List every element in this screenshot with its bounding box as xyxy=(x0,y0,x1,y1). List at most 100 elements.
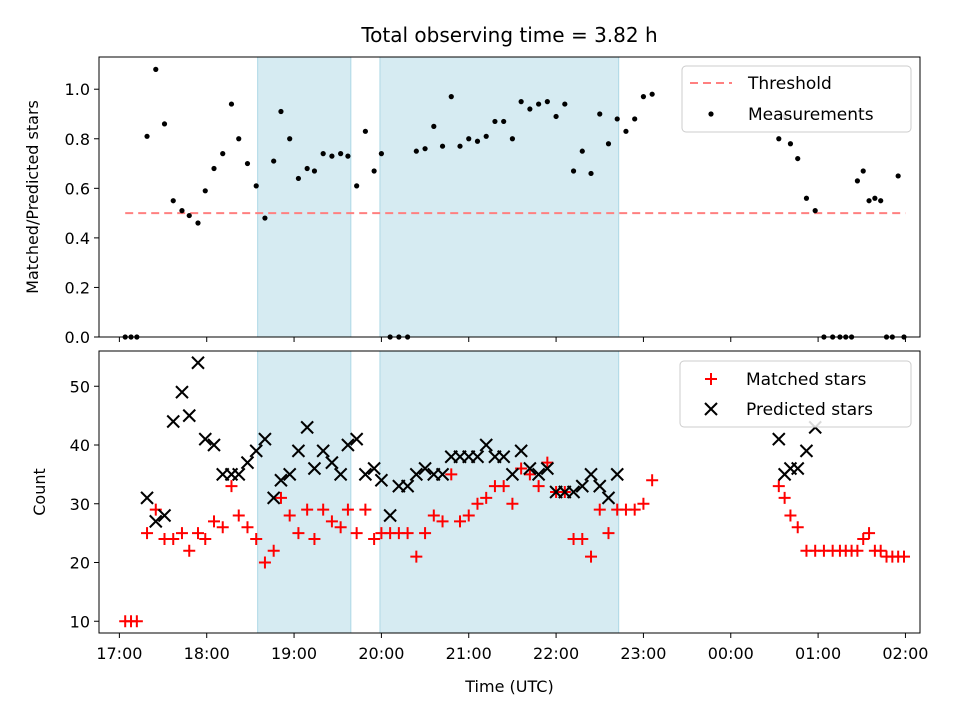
shaded-span-1 xyxy=(257,350,352,634)
measurement-point xyxy=(431,123,437,129)
matched-star-point xyxy=(207,515,220,528)
count-legend-box xyxy=(679,360,912,428)
measurement-point xyxy=(253,183,259,189)
measurement-point xyxy=(509,136,516,142)
predicted-star-stroke xyxy=(240,455,255,470)
x-tick-label: 02:00 xyxy=(882,644,928,663)
predicted-star-stroke xyxy=(470,450,485,464)
matched-star-point xyxy=(241,521,254,534)
matched-star-point xyxy=(232,509,245,522)
y-tick-label: 0.8 xyxy=(65,130,90,149)
measurement-point xyxy=(527,106,533,112)
predicted-star-point xyxy=(374,473,389,487)
predicted-star-stroke xyxy=(799,444,814,458)
matched-star-point xyxy=(576,533,589,545)
matched-star-point xyxy=(628,503,641,516)
matched-star-point xyxy=(183,544,196,557)
measurement-point xyxy=(474,138,481,144)
measurement-point xyxy=(236,136,242,142)
measurement-point xyxy=(632,116,638,122)
matched-star-point xyxy=(301,503,314,516)
legend-predicted-swatch xyxy=(704,402,718,416)
ratio-series xyxy=(122,66,907,340)
matched-star-point xyxy=(225,480,238,493)
predicted-star-point xyxy=(505,467,520,482)
matched-star-point xyxy=(350,527,363,540)
predicted-star-stroke xyxy=(166,414,180,429)
matched-star-point xyxy=(317,503,330,516)
predicted-star-point xyxy=(140,491,154,505)
matched-star-point xyxy=(772,480,785,493)
predicted-star-point xyxy=(258,432,272,446)
matched-star-point xyxy=(167,533,180,545)
predicted-star-point xyxy=(149,514,163,529)
measurement-point xyxy=(244,160,251,167)
y-tick-label: 30 xyxy=(70,495,90,514)
matched-star-point xyxy=(778,491,791,504)
predicted-star-point xyxy=(333,467,348,482)
predicted-star-stroke xyxy=(514,444,528,458)
predicted-star-stroke xyxy=(258,432,272,446)
legend-threshold-label: Threshold xyxy=(747,74,832,94)
ratio-y-axis: 0.0 0.2 0.4 0.6 0.8 1.0 xyxy=(65,80,99,347)
measurement-point xyxy=(161,121,168,127)
predicted-star-point xyxy=(479,438,493,452)
measurement-point xyxy=(320,151,326,157)
predicted-star-point xyxy=(540,461,555,476)
y-tick-label: 0.2 xyxy=(65,278,90,297)
matched-star-point xyxy=(480,491,493,504)
predicted-star-point xyxy=(435,467,450,482)
measurement-point xyxy=(640,94,647,100)
matched-star-point xyxy=(341,503,354,516)
matched-star-point xyxy=(791,521,804,534)
measurement-point xyxy=(144,133,150,139)
measurement-point xyxy=(553,113,559,120)
matched-star-point xyxy=(141,527,154,540)
measurement-point xyxy=(787,141,794,147)
matched-star-point xyxy=(532,480,545,493)
matched-star-point xyxy=(602,527,615,540)
ratio-y-axis-label: Matched/Predicted stars xyxy=(23,100,42,294)
predicted-star-stroke xyxy=(772,432,786,446)
predicted-star-point xyxy=(470,450,485,464)
measurement-point xyxy=(860,168,866,174)
predicted-star-stroke xyxy=(182,408,196,423)
measurement-point xyxy=(371,168,377,174)
predicted-star-stroke xyxy=(575,479,589,493)
matched-star-point xyxy=(191,527,204,540)
measurement-point xyxy=(866,198,872,204)
legend-matched-label: Matched stars xyxy=(746,370,866,390)
predicted-star-stroke xyxy=(374,473,389,487)
predicted-star-point xyxy=(282,467,297,482)
x-tick-label: 19:00 xyxy=(271,644,317,663)
measurement-point xyxy=(562,101,568,107)
measurement-point xyxy=(579,148,585,154)
measurement-point xyxy=(501,118,507,125)
predicted-star-stroke xyxy=(383,508,397,523)
shaded-span-2 xyxy=(379,350,620,634)
predicted-star-stroke xyxy=(601,491,616,505)
chart-title: Total observing time = 3.82 h xyxy=(360,23,657,47)
count-series xyxy=(119,356,910,628)
measurement-point xyxy=(195,220,201,226)
x-tick-label: 00:00 xyxy=(708,644,754,663)
predicted-star-point xyxy=(584,467,598,482)
predicted-star-stroke xyxy=(307,461,322,476)
predicted-star-stroke xyxy=(232,467,246,482)
predicted-star-point xyxy=(496,450,511,464)
ratio-plot-frame xyxy=(98,56,921,338)
ratio-shaded-spans xyxy=(257,56,620,338)
predicted-star-point xyxy=(249,444,263,458)
predicted-star-point xyxy=(316,444,330,458)
matched-star-point xyxy=(274,491,287,504)
predicted-star-point xyxy=(523,461,537,476)
measurement-point xyxy=(872,195,878,201)
predicted-star-stroke xyxy=(191,356,205,370)
measurement-point xyxy=(304,165,310,172)
measurement-point xyxy=(413,148,419,154)
predicted-star-point xyxy=(358,467,373,482)
matched-star-point xyxy=(874,544,887,557)
measurement-point xyxy=(271,158,277,164)
predicted-star-stroke xyxy=(358,467,373,482)
predicted-star-stroke xyxy=(198,432,212,446)
